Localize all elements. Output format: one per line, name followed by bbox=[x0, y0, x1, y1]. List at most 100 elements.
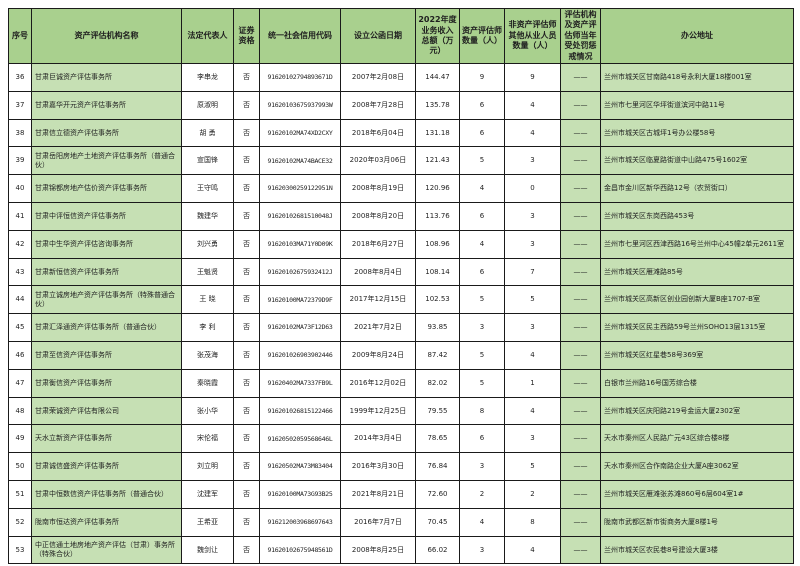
cell-income: 70.45 bbox=[415, 507, 460, 537]
cell-staff: 3 bbox=[504, 424, 561, 454]
cell-code: 91620102MA74XD2CXY bbox=[259, 118, 341, 148]
cell-address: 兰州市城关区雁滩张苏滩860号6层604室1# bbox=[600, 479, 794, 509]
col-header-appraiser-count: 资产评估师数量（人） bbox=[459, 8, 505, 64]
cell-name: 甘肃中生华资产评估咨询事务所 bbox=[31, 229, 182, 259]
cell-date: 2020年03月06日 bbox=[340, 146, 416, 176]
cell-rep: 魏建华 bbox=[181, 201, 234, 231]
cell-name: 甘肃岳阳房地产土地资产评估事务所（普通合伙） bbox=[31, 146, 182, 176]
cell-staff: 4 bbox=[504, 535, 561, 565]
cell-no: 40 bbox=[8, 174, 32, 203]
cell-no: 51 bbox=[8, 479, 32, 509]
cell-name: 甘肃汇泽通资产评估事务所（普通合伙） bbox=[31, 313, 182, 342]
cell-date: 2009年8月24日 bbox=[340, 340, 416, 370]
cell-date: 2021年8月21日 bbox=[340, 479, 416, 509]
cell-date: 1999年12月25日 bbox=[340, 396, 416, 426]
cell-appraisers: 5 bbox=[459, 368, 505, 398]
cell-no: 48 bbox=[8, 396, 32, 426]
cell-no: 50 bbox=[8, 452, 32, 481]
cell-name: 甘肃嘉华开元资产评估事务所 bbox=[31, 90, 182, 120]
table-row: 40 甘肃锦都房地产估价资产评估事务所 王守鸣否 91620300259122951N… bbox=[8, 174, 794, 203]
cell-no: 43 bbox=[8, 257, 32, 287]
cell-sec: 否 bbox=[233, 90, 260, 120]
cell-appraisers: 6 bbox=[459, 257, 505, 287]
cell-appraisers: 5 bbox=[459, 340, 505, 370]
cell-address: 兰州市城关区古城坪1号办公楼58号 bbox=[600, 118, 794, 148]
cell-income: 82.02 bbox=[415, 368, 460, 398]
cell-staff: 8 bbox=[504, 507, 561, 537]
cell-income: 144.47 bbox=[415, 62, 460, 92]
cell-no: 39 bbox=[8, 146, 32, 176]
cell-date: 2008年8月20日 bbox=[340, 201, 416, 231]
col-header-securities-qualification: 证券资格 bbox=[233, 8, 260, 64]
cell-address: 兰州市城关区东岗西路453号 bbox=[600, 201, 794, 231]
cell-penalty: —— bbox=[560, 146, 601, 176]
table-row: 38 甘肃信立德资产评估事务所胡 勇否 91620102MA74XD2CXY 2018… bbox=[8, 118, 794, 148]
cell-name: 甘肃荣诚资产评估有限公司 bbox=[31, 396, 182, 426]
cell-staff: 4 bbox=[504, 90, 561, 120]
cell-penalty: —— bbox=[560, 424, 601, 454]
cell-address: 白银市兰州路16号国芳综合楼 bbox=[600, 368, 794, 398]
cell-appraisers: 3 bbox=[459, 535, 505, 565]
table-row: 44 甘肃立诚房地产资产评估事务所（特殊普通合伙）王 晓否 91620100MA72… bbox=[8, 285, 794, 315]
cell-staff: 3 bbox=[504, 146, 561, 176]
cell-date: 2016年3月30日 bbox=[340, 452, 416, 481]
cell-code: 91620300259122951N bbox=[259, 174, 341, 203]
cell-sec: 否 bbox=[233, 396, 260, 426]
cell-date: 2008年7月28日 bbox=[340, 90, 416, 120]
cell-rep: 宣国锋 bbox=[181, 146, 234, 176]
appraisal-institutions-table: 序号 资产评估机构名称 法定代表人 证券资格 统一社会信用代码 设立公函日期 2… bbox=[8, 8, 794, 565]
cell-penalty: —— bbox=[560, 340, 601, 370]
cell-date: 2014年3月4日 bbox=[340, 424, 416, 454]
cell-name: 甘肃立诚房地产资产评估事务所（特殊普通合伙） bbox=[31, 285, 182, 315]
cell-appraisers: 4 bbox=[459, 174, 505, 203]
col-header-establishment-date: 设立公函日期 bbox=[340, 8, 416, 64]
cell-appraisers: 6 bbox=[459, 201, 505, 231]
cell-penalty: —— bbox=[560, 396, 601, 426]
table-row: 42 甘肃中生华资产评估咨询事务所 刘兴勇否 91620103MA71Y0D09K 20… bbox=[8, 229, 794, 259]
cell-address: 金昌市金川区新华西路12号（农贸街口） bbox=[600, 174, 794, 203]
cell-name: 甘肃锦都房地产估价资产评估事务所 bbox=[31, 174, 182, 203]
cell-penalty: —— bbox=[560, 118, 601, 148]
cell-no: 53 bbox=[8, 535, 32, 565]
cell-date: 2016年7月7日 bbox=[340, 507, 416, 537]
cell-code: 91620502MA73M83404 bbox=[259, 452, 341, 481]
cell-appraisers: 6 bbox=[459, 90, 505, 120]
table-row: 48 甘肃荣诚资产评估有限公司 张小华否 916201026815122466 1999… bbox=[8, 396, 794, 426]
cell-no: 44 bbox=[8, 285, 32, 315]
cell-no: 41 bbox=[8, 201, 32, 231]
cell-code: 91620103MA71Y0D09K bbox=[259, 229, 341, 259]
cell-address: 兰州市七里河区华坪街道滨河中路11号 bbox=[600, 90, 794, 120]
cell-appraisers: 4 bbox=[459, 507, 505, 537]
cell-rep: 沈建军 bbox=[181, 479, 234, 509]
cell-name: 甘肃新恒信资产评估事务所 bbox=[31, 257, 182, 287]
cell-appraisers: 3 bbox=[459, 313, 505, 342]
cell-date: 2007年2月08日 bbox=[340, 62, 416, 92]
cell-address: 兰州市城关区民主西路59号兰州SOHO13层1315室 bbox=[600, 313, 794, 342]
cell-appraisers: 5 bbox=[459, 285, 505, 315]
cell-rep: 原淑明 bbox=[181, 90, 234, 120]
cell-no: 49 bbox=[8, 424, 32, 454]
col-header-institution-name: 资产评估机构名称 bbox=[31, 8, 182, 64]
cell-name: 天水立新资产评估事务所 bbox=[31, 424, 182, 454]
col-header-office-address: 办公地址 bbox=[600, 8, 794, 64]
cell-sec: 否 bbox=[233, 535, 260, 565]
cell-sec: 否 bbox=[233, 313, 260, 342]
table-body: 36 甘肃巨诚资产评估事务所 李串龙否 91620102794893671D 2007年… bbox=[8, 62, 794, 565]
cell-address: 兰州市城关区甘南路418号永利大厦18楼001室 bbox=[600, 62, 794, 92]
cell-staff: 2 bbox=[504, 479, 561, 509]
cell-penalty: —— bbox=[560, 90, 601, 120]
cell-address: 兰州市城关区临夏路街道中山路475号1602室 bbox=[600, 146, 794, 176]
cell-date: 2008年8月4日 bbox=[340, 257, 416, 287]
cell-income: 78.65 bbox=[415, 424, 460, 454]
cell-income: 102.53 bbox=[415, 285, 460, 315]
cell-no: 45 bbox=[8, 313, 32, 342]
cell-address: 兰州市城关区农民巷8号建设大厦3楼 bbox=[600, 535, 794, 565]
cell-code: 91620100MA72379D9F bbox=[259, 285, 341, 315]
cell-date: 2008年8月25日 bbox=[340, 535, 416, 565]
cell-sec: 否 bbox=[233, 507, 260, 537]
cell-rep: 宋伦福 bbox=[181, 424, 234, 454]
cell-code: 91620103675937993W bbox=[259, 90, 341, 120]
cell-rep: 王魁贤 bbox=[181, 257, 234, 287]
cell-code: 91620502059568646L bbox=[259, 424, 341, 454]
cell-income: 113.76 bbox=[415, 201, 460, 231]
